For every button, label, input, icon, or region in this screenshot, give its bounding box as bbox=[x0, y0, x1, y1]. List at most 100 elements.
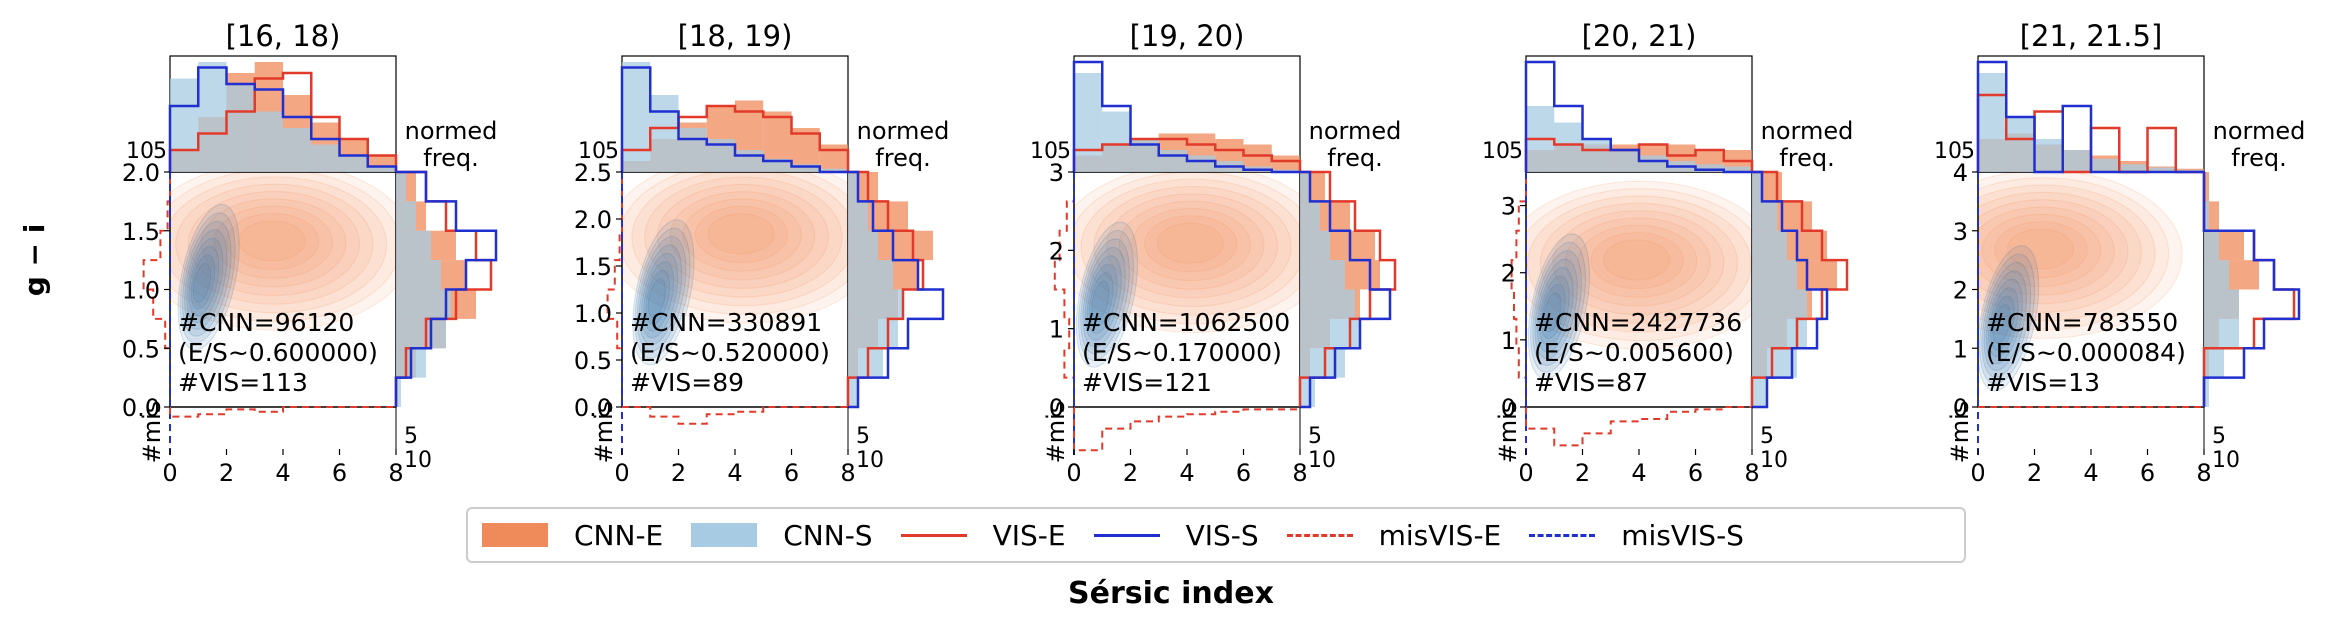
legend-label: VIS-S bbox=[1185, 518, 1259, 552]
legend-swatch bbox=[482, 523, 548, 547]
kde-spiral-level bbox=[636, 236, 687, 352]
panel-title: [19, 20) bbox=[1130, 19, 1245, 53]
kde-spiral-level bbox=[192, 262, 212, 303]
right-hist-bar-cnn-s bbox=[848, 348, 883, 378]
y-tick-label: 0 bbox=[1049, 394, 1064, 422]
kde-elliptical-level bbox=[1074, 172, 1300, 325]
right-hist-bar-cnn-s bbox=[1300, 201, 1320, 231]
kde-elliptical-level bbox=[1978, 177, 2170, 331]
y-tick-label: 0.0 bbox=[122, 394, 160, 422]
right-hist-bar-cnn-s bbox=[1300, 289, 1355, 319]
top-hist-bar-cnn-s bbox=[819, 168, 848, 172]
mis-axis-label: #mis bbox=[1042, 401, 1070, 464]
right-hist-step-vis-e bbox=[1750, 170, 1849, 407]
kde-elliptical-level bbox=[1074, 172, 1300, 333]
kde-elliptical-level bbox=[200, 198, 347, 288]
mis-axis-label: #mis bbox=[138, 401, 166, 464]
kde-elliptical-level bbox=[1978, 172, 2183, 339]
annotation-line: #CNN=2427736 bbox=[1534, 308, 1742, 337]
kde-spiral-level bbox=[643, 261, 675, 332]
panel-title: [18, 19) bbox=[678, 19, 793, 53]
kde-spiral-level bbox=[1983, 270, 2027, 371]
top-hist-step-vis-e bbox=[620, 104, 850, 172]
kde-spiral-level bbox=[632, 219, 695, 366]
right-hist-step-vis-e bbox=[1298, 170, 1397, 407]
legend-swatch bbox=[1286, 533, 1353, 537]
top-hist-bar-cnn-s bbox=[283, 128, 312, 172]
marg-label-freq: freq. bbox=[2231, 144, 2286, 172]
kde-elliptical-level bbox=[682, 198, 802, 272]
annotation-line: #VIS=113 bbox=[178, 368, 308, 397]
top-marg-tick-label: 5 bbox=[1961, 139, 1975, 164]
marg-label-freq: freq. bbox=[875, 144, 930, 172]
top-hist-bar-cnn-s bbox=[1610, 150, 1639, 172]
right-hist-bar-cnn-s bbox=[2204, 377, 2209, 407]
top-hist-step-vis-e bbox=[1072, 137, 1302, 172]
top-hist-step-vis-s bbox=[168, 66, 398, 172]
right-hist-bar-cnn-s bbox=[396, 260, 441, 290]
kde-spiral-level bbox=[184, 229, 228, 330]
kde-elliptical-level bbox=[238, 220, 306, 262]
kde-elliptical-level bbox=[1118, 200, 1265, 290]
annotation-line: #VIS=121 bbox=[1082, 368, 1212, 397]
kde-elliptical-level bbox=[225, 212, 320, 270]
y-tick-label: 2 bbox=[1953, 277, 1968, 305]
x-tick-label: 4 bbox=[1179, 459, 1194, 487]
x-axis-label: Sérsic index bbox=[1068, 576, 1274, 611]
y-tick-label: 0.5 bbox=[574, 347, 612, 375]
y-tick-label: 1 bbox=[1953, 335, 1968, 363]
top-marg-tick-label: 5 bbox=[1509, 139, 1523, 164]
right-hist-bar-cnn-s bbox=[396, 318, 446, 349]
annotation-line: (E/S~0.600000) bbox=[178, 338, 378, 367]
kde-spiral-level bbox=[1541, 283, 1566, 339]
y-tick-label: 4 bbox=[1953, 159, 1968, 187]
top-hist-step-vis-s bbox=[1072, 60, 1300, 174]
kde-elliptical-level bbox=[1552, 210, 1725, 316]
kde-spiral-level bbox=[1080, 238, 1130, 355]
top-marg-tick-label: 10 bbox=[578, 139, 606, 164]
top-hist-bar-cnn-s bbox=[1102, 111, 1131, 172]
top-hist-bar-cnn-e bbox=[1271, 155, 1300, 172]
kde-spiral-level bbox=[1981, 261, 2032, 378]
marg-label-normed: normed bbox=[1761, 117, 1854, 145]
top-hist-step-vis-e bbox=[1524, 137, 1754, 172]
top-hist-bar-cnn-s bbox=[1187, 155, 1216, 172]
top-hist-bar-cnn-s bbox=[367, 166, 396, 172]
x-tick-label: 8 bbox=[1744, 459, 1759, 487]
bottom-marg-tick-label: 5 bbox=[856, 424, 870, 449]
kde-spiral-level bbox=[1084, 255, 1122, 341]
x-tick-label: 4 bbox=[2083, 459, 2098, 487]
kde-elliptical-level bbox=[631, 172, 848, 307]
kde-spiral-level bbox=[1078, 229, 1134, 361]
kde-spiral-level bbox=[1089, 272, 1114, 328]
kde-spiral-level bbox=[634, 227, 691, 359]
x-tick-label: 4 bbox=[275, 459, 290, 487]
top-hist-bar-cnn-s bbox=[311, 144, 340, 172]
x-tick-label: 2 bbox=[1123, 459, 1138, 487]
top-hist-bar-cnn-s bbox=[254, 111, 283, 172]
x-tick-label: 2 bbox=[219, 459, 234, 487]
kde-spiral-level bbox=[1543, 292, 1562, 333]
right-hist-bar-cnn-s bbox=[1300, 230, 1330, 261]
kde-contours bbox=[1074, 172, 1300, 368]
right-hist-bar-cnn-s bbox=[2204, 260, 2229, 290]
kde-spiral-level bbox=[1985, 278, 2023, 365]
bottom-marg-tick-label: 10 bbox=[856, 448, 884, 473]
y-tick-label: 3 bbox=[1049, 159, 1064, 187]
kde-elliptical-level bbox=[707, 213, 775, 255]
kde-elliptical-level bbox=[1526, 188, 1752, 342]
legend-swatch bbox=[1093, 533, 1160, 537]
right-hist-bar-cnn-s bbox=[1752, 260, 1797, 290]
top-hist-bar-cnn-s bbox=[1582, 139, 1611, 172]
right-hist-step-vis-s bbox=[394, 170, 498, 407]
annotation-line: #VIS=13 bbox=[1986, 368, 2100, 397]
kde-elliptical-level bbox=[1539, 202, 1739, 324]
y-tick-label: 1.5 bbox=[574, 253, 612, 281]
legend-label: CNN-E bbox=[574, 518, 664, 552]
kde-elliptical-level bbox=[694, 205, 789, 263]
right-hist-bar-cnn-s bbox=[396, 230, 431, 261]
panel-title: [21, 21.5] bbox=[2020, 19, 2163, 53]
annotation-line: #CNN=783550 bbox=[1986, 308, 2178, 337]
